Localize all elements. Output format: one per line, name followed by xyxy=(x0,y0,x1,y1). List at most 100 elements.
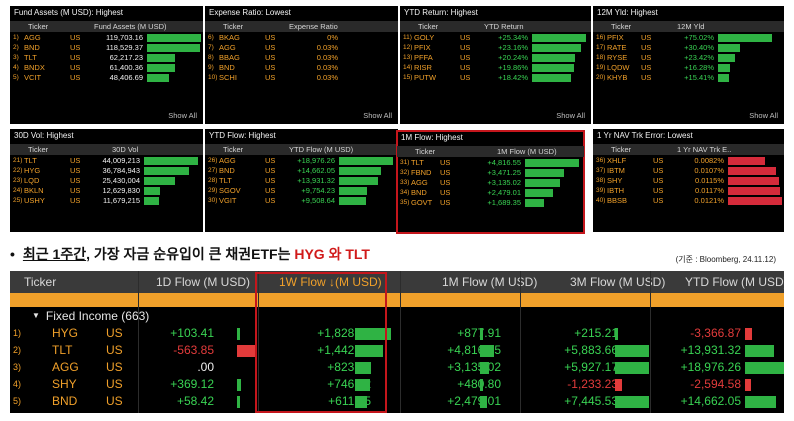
row-ticker[interactable]: TLT xyxy=(24,53,37,62)
row-ticker[interactable]: BNDX xyxy=(24,63,45,72)
row-ticker[interactable]: TLT xyxy=(219,176,232,185)
panel-row[interactable]: 36) XHLF US 0.0082% xyxy=(593,156,784,166)
panel-row[interactable]: 1) AGG US 119,703.16 xyxy=(10,33,203,43)
row-ticker[interactable]: IBTH xyxy=(607,186,625,195)
panel-row[interactable]: 39) IBTH US 0.0117% xyxy=(593,186,784,196)
row-ticker[interactable]: BKLN xyxy=(24,186,44,195)
panel-row[interactable]: 5) VCIT US 48,406.69 xyxy=(10,73,203,83)
panel-row[interactable]: 3) TLT US 62,217.23 xyxy=(10,53,203,63)
panel-row[interactable]: 18) RYSE US +23.42% xyxy=(593,53,784,63)
row-ticker[interactable]: KHYB xyxy=(607,73,628,82)
row-ticker[interactable]: RATE xyxy=(607,43,627,52)
panel-row[interactable]: 27) BND US +14,662.05 xyxy=(205,166,398,176)
row-ticker[interactable]: BND xyxy=(219,63,235,72)
panel-row[interactable]: 13) PFFA US +20.24% xyxy=(400,53,591,63)
table-row[interactable]: 2) TLT US -563.85 +1,442.50 +4,816.55 +5,883.6… xyxy=(10,342,784,359)
panel-col-value[interactable]: Expense Ratio xyxy=(289,22,338,31)
row-ticker[interactable]: AGG xyxy=(219,156,236,165)
row-ticker[interactable]: USHY xyxy=(24,196,45,205)
panel-row[interactable]: 30) VGIT US +9,508.64 xyxy=(205,196,398,206)
table-row[interactable]: 5) BND US +58.42 +611.85 +2,479.01 +7,445.53 +1… xyxy=(10,393,784,410)
collapse-triangle-icon[interactable]: ▼ xyxy=(32,311,40,320)
panel-row[interactable]: 19) LQDW US +16.28% xyxy=(593,63,784,73)
panel-row[interactable]: 37) IBTM US 0.0107% xyxy=(593,166,784,176)
row-ticker[interactable]: TLT xyxy=(52,343,73,357)
panel-row[interactable]: 24) BKLN US 12,629,830 xyxy=(10,186,203,196)
row-ticker[interactable]: AGG xyxy=(52,360,79,374)
row-ticker[interactable]: BND xyxy=(24,43,40,52)
table-row[interactable]: 3) AGG US .00 +823.74 +3,135.02 +5,927.17 +18,9… xyxy=(10,359,784,376)
row-ticker[interactable]: PFIX xyxy=(414,43,431,52)
row-ticker[interactable]: GOLY xyxy=(414,33,435,42)
panel-col-value[interactable]: YTD Return xyxy=(484,22,524,31)
show-all-link[interactable]: Show All xyxy=(168,111,197,120)
panel-row[interactable]: 22) HYG US 36,784,943 xyxy=(10,166,203,176)
row-ticker[interactable]: SCHI xyxy=(219,73,237,82)
row-ticker[interactable]: AGG xyxy=(411,178,428,187)
row-ticker[interactable]: AGG xyxy=(24,33,41,42)
row-ticker[interactable]: SHY xyxy=(52,377,77,391)
row-ticker[interactable]: XHLF xyxy=(607,156,627,165)
panel-row[interactable]: 26) AGG US +18,976.26 xyxy=(205,156,398,166)
row-ticker[interactable]: RISR xyxy=(414,63,432,72)
panel-title[interactable]: 12M Yld: Highest xyxy=(593,6,784,20)
row-ticker[interactable]: PFFA xyxy=(414,53,433,62)
panel-col-ticker[interactable]: Ticker xyxy=(223,145,244,154)
panel-row[interactable]: 33) AGG US +3,135.02 xyxy=(397,178,584,188)
row-ticker[interactable]: HYG xyxy=(52,326,79,340)
row-ticker[interactable]: PFIX xyxy=(607,33,624,42)
panel-title[interactable]: 30D Vol: Highest xyxy=(10,129,203,143)
panel-title[interactable]: Fund Assets (M USD): Highest xyxy=(10,6,203,20)
panel-row[interactable]: 31) TLT US +4,816.55 xyxy=(397,158,584,168)
show-all-link[interactable]: Show All xyxy=(556,111,585,120)
group-fixed-income[interactable]: ▼ Fixed Income (663) xyxy=(10,307,784,325)
row-ticker[interactable]: SHY xyxy=(607,176,623,185)
panel-row[interactable]: 4) BNDX US 61,400.36 xyxy=(10,63,203,73)
panel-row[interactable]: 8) BBAG US 0.03% xyxy=(205,53,398,63)
panel-row[interactable]: 38) SHY US 0.0115% xyxy=(593,176,784,186)
header-1w-flow[interactable]: 1W Flow ↓(M USD) xyxy=(279,275,382,289)
panel-row[interactable]: 7) AGG US 0.03% xyxy=(205,43,398,53)
panel-col-ticker[interactable]: Ticker xyxy=(418,22,439,31)
row-ticker[interactable]: HYG xyxy=(24,166,41,175)
table-row[interactable]: 1)HYGUS+103.41+1,828.06+877.91+215.21-3,… xyxy=(10,325,784,342)
panel-row[interactable]: 15) PUTW US +18.42% xyxy=(400,73,591,83)
panel-row[interactable]: 17) RATE US +30.40% xyxy=(593,43,784,53)
panel-row[interactable]: 32) FBND US +3,471.25 xyxy=(397,168,584,178)
row-ticker[interactable]: TLT xyxy=(24,156,37,165)
panel-row[interactable]: 23) LQD US 25,430,004 xyxy=(10,176,203,186)
panel-col-ticker[interactable]: Ticker xyxy=(611,145,632,154)
header-1m-flow[interactable]: 1M Flow (M USD) xyxy=(442,275,538,289)
row-ticker[interactable]: VGIT xyxy=(219,196,237,205)
panel-col-ticker[interactable]: Ticker xyxy=(611,22,632,31)
panel-col-value[interactable]: 1 Yr NAV Trk E.. xyxy=(677,145,732,154)
header-ytd-flow[interactable]: YTD Flow (M USD) xyxy=(685,275,784,289)
row-ticker[interactable]: TLT xyxy=(411,158,424,167)
row-ticker[interactable]: BBSB xyxy=(607,196,628,205)
panel-title[interactable]: 1M Flow: Highest xyxy=(397,131,584,145)
row-ticker[interactable]: BND xyxy=(52,394,78,408)
panel-col-value[interactable]: Fund Assets (M USD) xyxy=(94,22,167,31)
panel-row[interactable]: 25) USHY US 11,679,215 xyxy=(10,196,203,206)
panel-row[interactable]: 10) SCHI US 0.03% xyxy=(205,73,398,83)
panel-title[interactable]: YTD Return: Highest xyxy=(400,6,591,20)
row-ticker[interactable]: GOVT xyxy=(411,198,433,207)
panel-row[interactable]: 21) TLT US 44,009,213 xyxy=(10,156,203,166)
panel-row[interactable]: 14) RISR US +19.86% xyxy=(400,63,591,73)
panel-row[interactable]: 35) GOVT US +1,689.35 xyxy=(397,198,584,208)
header-3m-flow[interactable]: 3M Flow (M USD) xyxy=(570,275,666,289)
table-row[interactable]: 4)SHYUS+369.12+746.52+480.80-1,233.23-2,… xyxy=(10,376,784,393)
panel-col-value[interactable]: 30D Vol xyxy=(112,145,139,154)
row-ticker[interactable]: LQDW xyxy=(607,63,630,72)
panel-title[interactable]: YTD Flow: Highest xyxy=(205,129,398,143)
panel-row[interactable]: 6) BKAG US 0% xyxy=(205,33,398,43)
row-ticker[interactable]: FBND xyxy=(411,168,432,177)
row-ticker[interactable]: BKAG xyxy=(219,33,240,42)
panel-col-ticker[interactable]: Ticker xyxy=(28,22,49,31)
header-1d-flow[interactable]: 1D Flow (M USD) xyxy=(156,275,251,289)
panel-row[interactable]: 9) BND US 0.03% xyxy=(205,63,398,73)
show-all-link[interactable]: Show All xyxy=(363,111,392,120)
row-ticker[interactable]: PUTW xyxy=(414,73,437,82)
panel-col-value[interactable]: 1M Flow (M USD) xyxy=(497,147,557,156)
panel-row[interactable]: 20) KHYB US +15.41% xyxy=(593,73,784,83)
